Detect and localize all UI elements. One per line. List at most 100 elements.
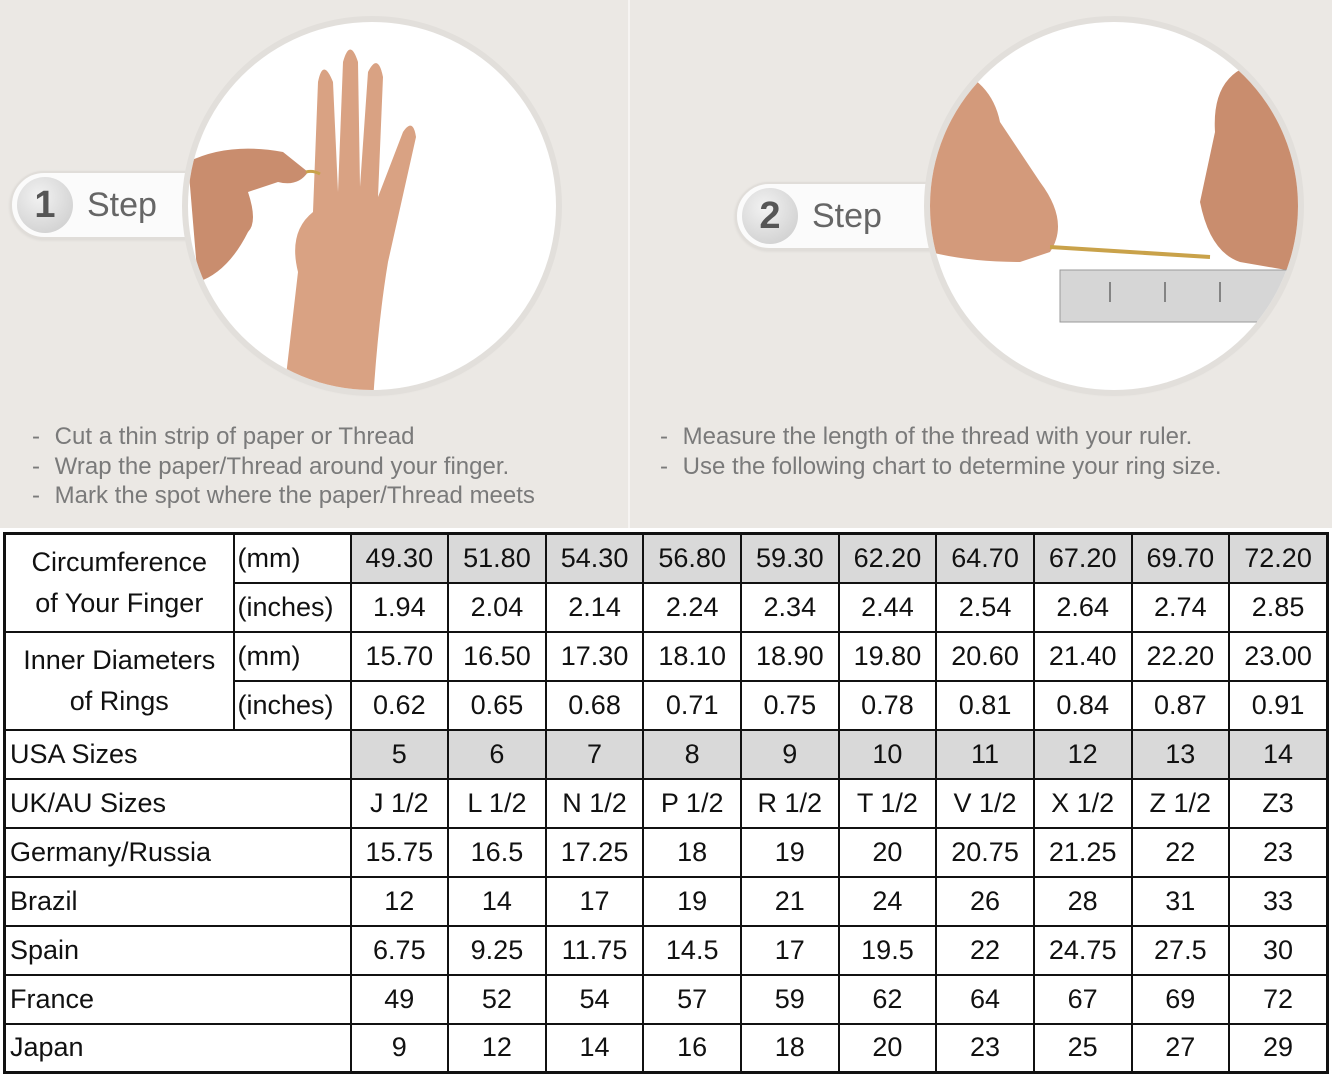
table-row: Inner Diameters of Rings (mm) 15.70 16.50 17.… (3, 630, 1329, 731)
step-label: Step (812, 196, 882, 235)
value-cell: 20 (837, 1022, 938, 1074)
value-cell: 2.34 (740, 581, 840, 633)
table-row: UK/AU Sizes J 1/2 L 1/2 N 1/2 P 1/2 R 1/2 T 1/… (3, 777, 1329, 829)
value-cell: 11.75 (544, 924, 645, 976)
unit-label: (inches) (232, 679, 352, 731)
step-label: Step (87, 185, 157, 224)
ring-size-table: Circumference of Your Finger (mm) 49.30 51.8… (3, 532, 1329, 1074)
value-cell: 59 (740, 973, 840, 1025)
value-cell: T 1/2 (837, 777, 938, 829)
value-cell: 56.80 (642, 532, 742, 584)
row-label: Spain (3, 924, 352, 976)
value-cell: 21 (740, 875, 840, 927)
value-cell: 17.30 (544, 630, 645, 682)
value-cell: 10 (837, 728, 938, 780)
value-cell: 2.04 (447, 581, 547, 633)
circumference-label: Circumference of Your Finger (3, 532, 235, 633)
table-row: Circumference of Your Finger (mm) 49.30 51.8… (3, 532, 1329, 633)
value-cell: 8 (642, 728, 742, 780)
value-cell: 12 (447, 1022, 547, 1074)
value-cell: 67 (1032, 973, 1133, 1025)
value-cell: 64.70 (935, 532, 1035, 584)
value-cell: 57 (642, 973, 742, 1025)
value-cell: V 1/2 (935, 777, 1035, 829)
value-cell: 30 (1228, 924, 1329, 976)
value-cell: 52 (447, 973, 547, 1025)
instruction: Use the following chart to determine you… (660, 452, 1222, 482)
value-cell: 14.5 (642, 924, 742, 976)
value-cell: 72 (1228, 973, 1329, 1025)
table-row: Germany/Russia 15.75 16.5 17.25 18 19 20 20.75 2… (3, 826, 1329, 878)
instruction: Measure the length of the thread with yo… (660, 422, 1222, 452)
value-cell: 27.5 (1130, 924, 1231, 976)
value-cell: 2.54 (935, 581, 1035, 633)
hand-wrapping-thread-photo (188, 22, 556, 390)
table-row: (inches) 1.94 2.04 2.14 2.24 2.34 2.44 2.54 2.64… (5, 581, 1329, 633)
value-cell: 0.71 (642, 679, 742, 731)
table-row: Brazil 12 14 17 19 21 24 26 28 31 33 (3, 875, 1329, 927)
value-cell: 20.75 (935, 826, 1035, 878)
value-cell: 62.20 (837, 532, 938, 584)
row-label: USA Sizes (3, 728, 352, 780)
instruction: Cut a thin strip of paper or Thread (32, 422, 535, 452)
value-cell: 67.20 (1032, 532, 1133, 584)
value-cell: 49 (349, 973, 450, 1025)
value-cell: 22 (935, 924, 1035, 976)
value-cell: 19.5 (837, 924, 938, 976)
value-cell: 23 (1228, 826, 1329, 878)
value-cell: 0.81 (935, 679, 1035, 731)
instructions-panel: 1 Step 2 Step Cut a thin strip of paper … (0, 0, 1332, 528)
value-cell: 0.78 (837, 679, 938, 731)
value-cell: P 1/2 (642, 777, 742, 829)
value-cell: 54.30 (544, 532, 645, 584)
value-cell: 23.00 (1228, 630, 1329, 682)
value-cell: 18.90 (740, 630, 840, 682)
value-cell: 23 (935, 1022, 1035, 1074)
value-cell: 14 (447, 875, 547, 927)
step-1-badge: 1 Step (10, 171, 210, 239)
table-row: Japan 9 12 14 16 18 20 23 25 27 29 (3, 1022, 1329, 1074)
value-cell: 21.40 (1032, 630, 1133, 682)
value-cell: 5 (349, 728, 450, 780)
value-cell: 13 (1130, 728, 1231, 780)
value-cell: 0.68 (544, 679, 645, 731)
value-cell: 18.10 (642, 630, 742, 682)
value-cell: 19 (642, 875, 742, 927)
row-label: Japan (3, 1022, 352, 1074)
value-cell: 27 (1130, 1022, 1231, 1074)
table-row: France 49 52 54 57 59 62 64 67 69 72 (3, 973, 1329, 1025)
value-cell: 24 (837, 875, 938, 927)
unit-label: (mm) (232, 532, 352, 584)
value-cell: 0.91 (1228, 679, 1329, 731)
value-cell: 17.25 (544, 826, 645, 878)
value-cell: Z3 (1228, 777, 1329, 829)
value-cell: 18 (642, 826, 742, 878)
inner_diameter-label: Inner Diameters of Rings (3, 630, 235, 731)
value-cell: 9 (740, 728, 840, 780)
value-cell: J 1/2 (349, 777, 450, 829)
unit-label: (mm) (232, 630, 352, 682)
value-cell: 7 (544, 728, 645, 780)
table-row: Spain 6.75 9.25 11.75 14.5 17 19.5 22 24.75 27.5 3… (3, 924, 1329, 976)
row-label: Brazil (3, 875, 352, 927)
value-cell: 16 (642, 1022, 742, 1074)
value-cell: 25 (1032, 1022, 1133, 1074)
value-cell: Z 1/2 (1130, 777, 1231, 829)
value-cell: 2.64 (1032, 581, 1133, 633)
value-cell: 12 (349, 875, 450, 927)
value-cell: 24.75 (1032, 924, 1133, 976)
value-cell: 21.25 (1032, 826, 1133, 878)
step-number: 1 (17, 177, 73, 233)
value-cell: R 1/2 (740, 777, 840, 829)
value-cell: 22.20 (1130, 630, 1231, 682)
label-line: Inner Diameters (23, 644, 216, 675)
value-cell: 0.87 (1130, 679, 1231, 731)
row-label: Germany/Russia (3, 826, 352, 878)
table-row: USA Sizes 5 6 7 8 9 10 11 12 13 14 (3, 728, 1329, 780)
value-cell: 54 (544, 973, 645, 1025)
value-cell: 15.70 (349, 630, 450, 682)
value-cell: 2.85 (1228, 581, 1329, 633)
step-1-instructions: Cut a thin strip of paper or Thread Wrap… (32, 422, 535, 511)
value-cell: 16.50 (447, 630, 547, 682)
value-cell: 6 (447, 728, 547, 780)
